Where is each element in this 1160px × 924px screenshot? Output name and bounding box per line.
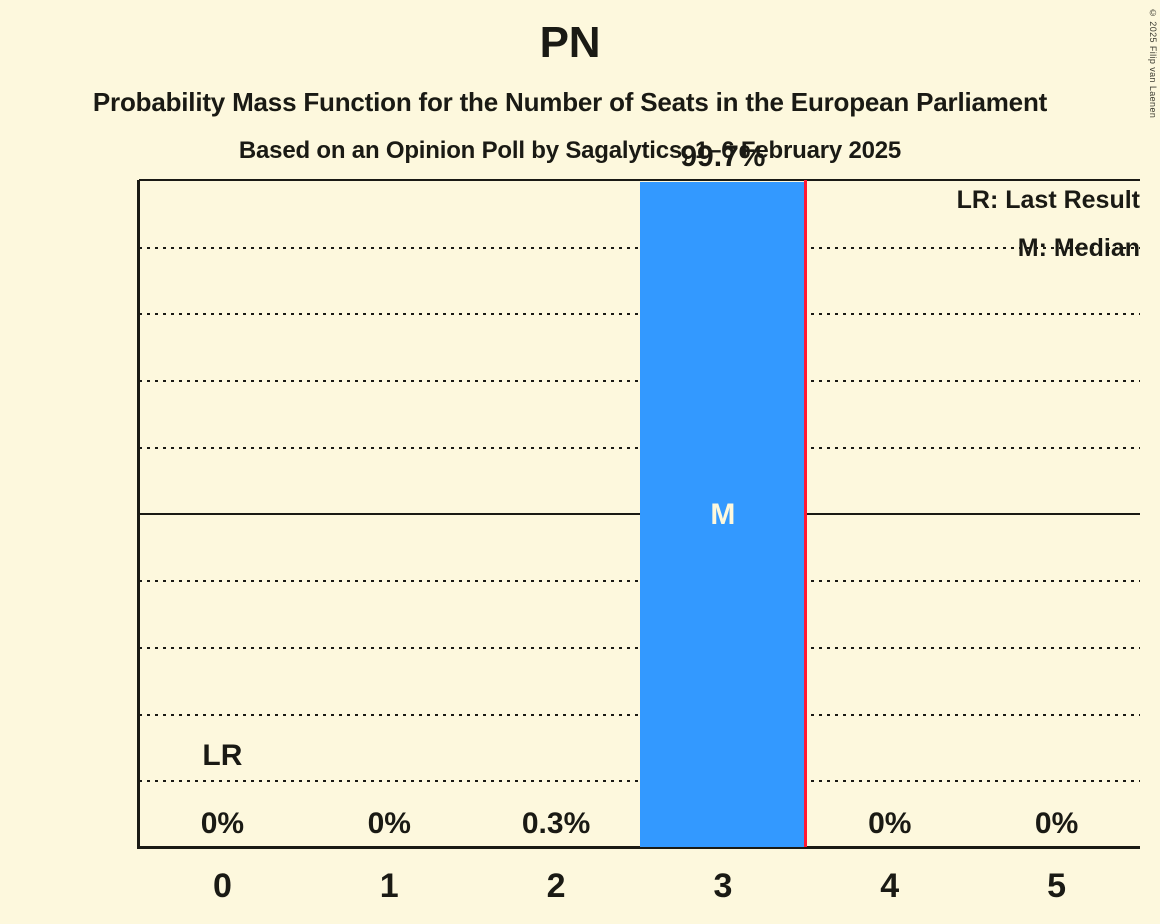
x-tick-label-2: 2 xyxy=(546,867,566,905)
x-tick-label-1: 1 xyxy=(379,867,399,905)
chart-source-subtitle: Based on an Opinion Poll by Sagalytics, … xyxy=(238,137,902,164)
value-label-seats-0: 0% xyxy=(200,807,245,840)
value-label-seats-5: 0% xyxy=(1034,807,1079,840)
legend-last-result: LR: Last Result xyxy=(956,186,1140,214)
median-marker: M xyxy=(710,497,736,531)
value-label-seats-4: 0% xyxy=(868,807,912,840)
copyright-notice: © 2025 Filip van Laenen xyxy=(1148,8,1158,119)
bar-seats-3[interactable]: M xyxy=(639,182,807,847)
value-label-seats-2: 0.3% xyxy=(521,807,591,840)
x-tick-label-5: 5 xyxy=(1047,867,1067,905)
chart-subtitle: Probability Mass Function for the Number… xyxy=(92,87,1048,117)
x-axis-line xyxy=(137,846,1140,849)
value-label-seats-3: 99.7% xyxy=(680,140,766,174)
x-tick-label-3: 3 xyxy=(713,867,733,905)
gridline-100 xyxy=(139,179,1140,181)
last-result-marker: LR xyxy=(202,739,243,772)
plot-area: 100%50% 0%LR0%0.3%M99.7%0%0% xyxy=(137,140,1140,849)
x-tick-label-4: 4 xyxy=(880,867,900,905)
y-axis-line xyxy=(137,180,140,847)
last-result-line xyxy=(804,180,808,847)
value-label-seats-1: 0% xyxy=(367,807,411,840)
x-tick-label-0: 0 xyxy=(212,867,232,905)
page-title: PN xyxy=(539,18,601,67)
